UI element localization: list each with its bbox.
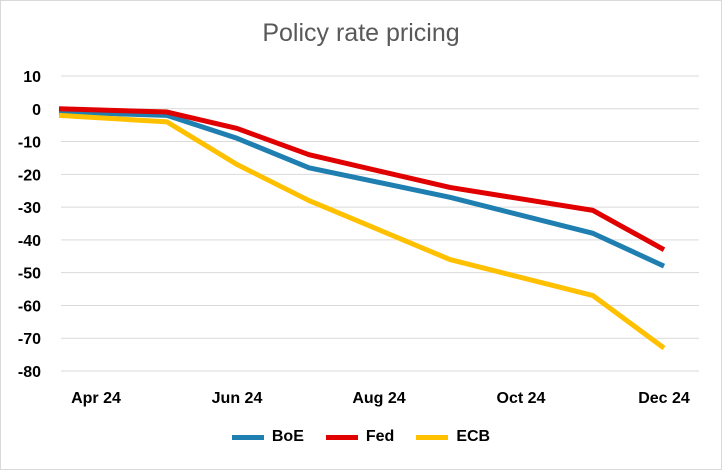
x-tick-label: Oct 24 [497, 390, 546, 407]
y-tick-label: -70 [18, 331, 41, 348]
x-tick-label: Apr 24 [71, 390, 121, 407]
x-tick-label: Dec 24 [638, 390, 690, 407]
plot-area: 10 0 -10 -20 -30 -40 -50 -60 -70 -80 Apr 24 Jun 24 A… [18, 69, 699, 407]
legend: BoE Fed ECB [1, 428, 721, 446]
legend-label-ecb: ECB [456, 428, 491, 445]
legend-swatch-boe [231, 434, 264, 440]
y-tick-label: -80 [18, 364, 41, 381]
y-tick-label: 10 [23, 69, 41, 86]
y-tick-label: -60 [18, 298, 41, 315]
y-tick-label: -10 [18, 135, 41, 152]
legend-item-fed: Fed [325, 428, 395, 446]
y-tick-label: -40 [18, 233, 41, 250]
legend-swatch-fed [325, 434, 358, 440]
series-line-ecb [58, 112, 666, 351]
x-tick-label: Jun 24 [212, 390, 263, 407]
series-line-boe [58, 109, 666, 269]
chart-title: Policy rate pricing [262, 19, 460, 47]
legend-item-boe: BoE [231, 428, 304, 446]
y-tick-label: 0 [32, 102, 41, 119]
legend-item-ecb: ECB [416, 428, 490, 446]
y-tick-label: -50 [18, 266, 41, 283]
legend-label-fed: Fed [365, 428, 395, 445]
x-tick-label: Aug 24 [352, 390, 405, 407]
y-tick-label: -20 [18, 167, 41, 184]
y-tick-label: -30 [18, 200, 41, 217]
legend-label-boe: BoE [271, 428, 304, 445]
legend-swatch-ecb [416, 434, 449, 440]
